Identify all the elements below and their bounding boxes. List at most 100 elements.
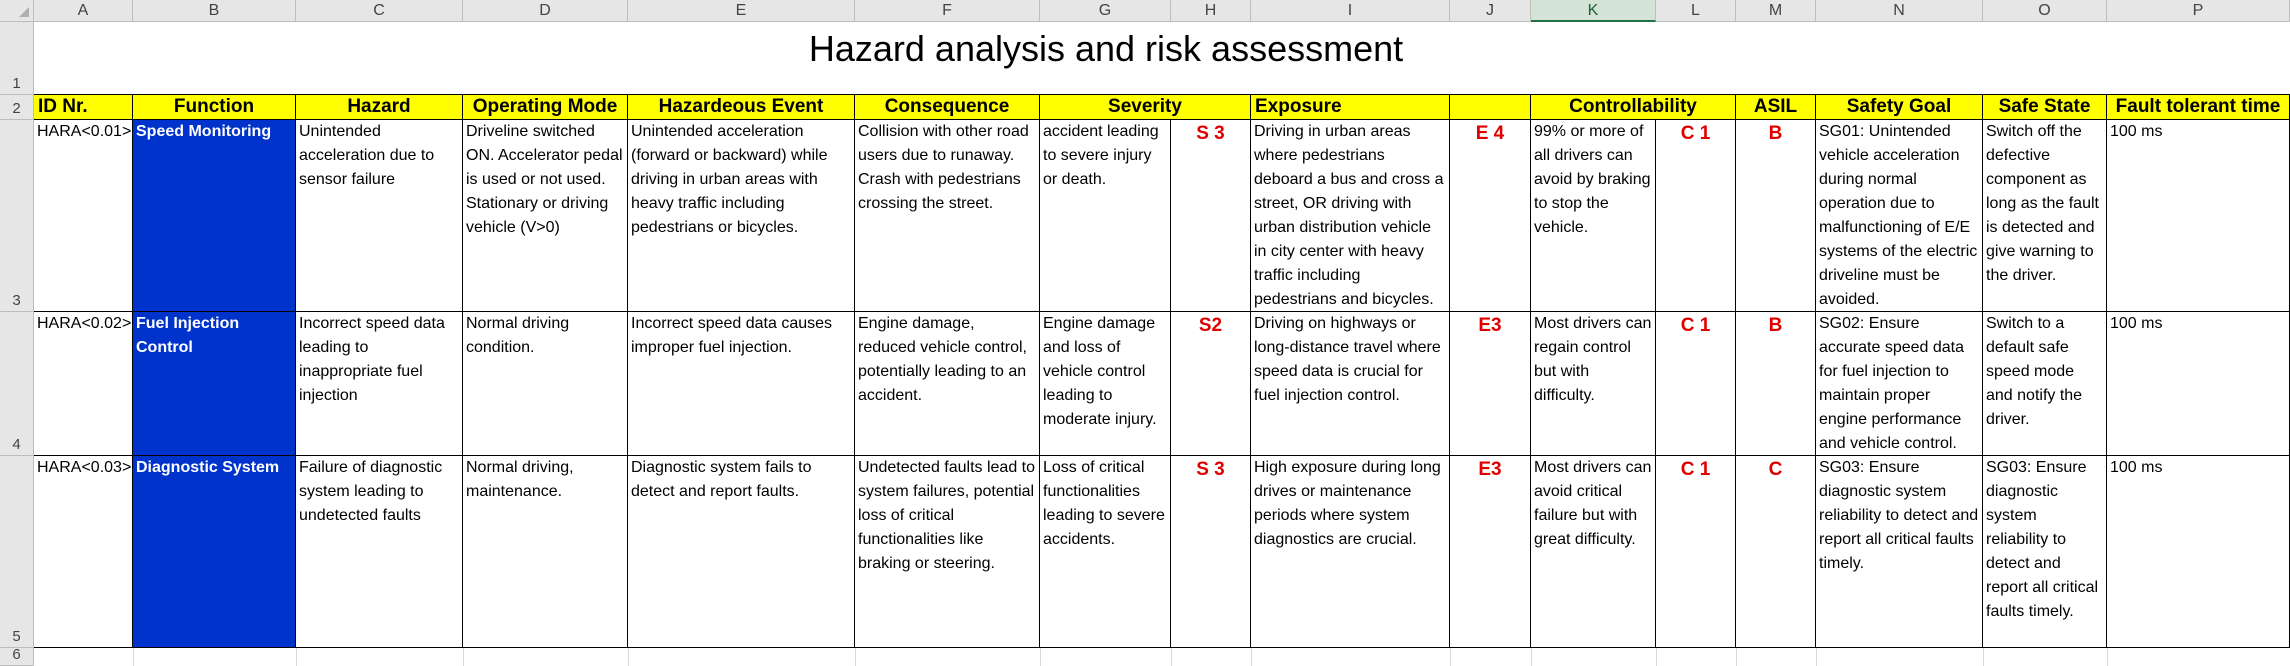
cell-operating-mode[interactable]: Normal driving condition.: [463, 312, 628, 456]
sheet-title: Hazard analysis and risk assessment: [808, 28, 1404, 69]
header-function[interactable]: Function: [133, 95, 296, 120]
cell-operating-mode[interactable]: Normal driving, maintenance.: [463, 456, 628, 648]
gridline: [1040, 648, 1041, 666]
cell-severity-class[interactable]: S 3: [1171, 456, 1251, 648]
row-header-2[interactable]: 2: [0, 95, 34, 120]
cell-safety-goal[interactable]: SG02: Ensure accurate speed data for fue…: [1816, 312, 1983, 456]
row-header-5[interactable]: 5: [0, 456, 34, 648]
title-cell[interactable]: Hazard analysis and risk assessment: [34, 22, 2290, 95]
column-header-a[interactable]: A: [34, 0, 133, 22]
cell-id[interactable]: HARA<0.01>: [34, 120, 133, 312]
column-header-o[interactable]: O: [1983, 0, 2107, 22]
header-consequence[interactable]: Consequence: [855, 95, 1040, 120]
column-header-f[interactable]: F: [855, 0, 1040, 22]
row-header-4[interactable]: 4: [0, 312, 34, 456]
cell-fault-tolerant-time[interactable]: 100 ms: [2107, 456, 2290, 648]
row-header-1[interactable]: 1: [0, 22, 34, 95]
row-number: 3: [12, 292, 21, 309]
cell-exposure-text[interactable]: High exposure during long drives or main…: [1251, 456, 1450, 648]
column-header-l[interactable]: L: [1656, 0, 1736, 22]
cell-exposure-text[interactable]: Driving on highways or long-distance tra…: [1251, 312, 1450, 456]
cell-controllability-class[interactable]: C 1: [1656, 120, 1736, 312]
header-hazard[interactable]: Hazard: [296, 95, 463, 120]
gridline: [1983, 648, 1984, 666]
cell-safe-state[interactable]: SG03: Ensure diagnostic system reliabili…: [1983, 456, 2107, 648]
column-header-i[interactable]: I: [1251, 0, 1450, 22]
header-id[interactable]: ID Nr.: [34, 95, 133, 120]
column-header-k[interactable]: K: [1531, 0, 1656, 22]
cell-hazardous-event[interactable]: Unintended acceleration (forward or back…: [628, 120, 855, 312]
cell-asil[interactable]: B: [1736, 120, 1816, 312]
cell-severity-text[interactable]: accident leading to severe injury or dea…: [1040, 120, 1171, 312]
cell-operating-mode[interactable]: Driveline switched ON. Accelerator pedal…: [463, 120, 628, 312]
gridline: [463, 648, 464, 666]
column-header-p[interactable]: P: [2107, 0, 2290, 22]
column-header-h[interactable]: H: [1171, 0, 1251, 22]
header-safety-goal[interactable]: Safety Goal: [1816, 95, 1983, 120]
cell-hazard[interactable]: Incorrect speed data leading to inapprop…: [296, 312, 463, 456]
cell-controllability-class[interactable]: C 1: [1656, 312, 1736, 456]
gridline: [1656, 648, 1657, 666]
cell-exposure-text[interactable]: Driving in urban areas where pedestrians…: [1251, 120, 1450, 312]
cell-consequence[interactable]: Undetected faults lead to system failure…: [855, 456, 1040, 648]
cell-controllability-text[interactable]: Most drivers can regain control but with…: [1531, 312, 1656, 456]
header-safe-state[interactable]: Safe State: [1983, 95, 2107, 120]
header-hazardous-event[interactable]: Hazardeous Event: [628, 95, 855, 120]
gridline: [855, 648, 856, 666]
column-header-e[interactable]: E: [628, 0, 855, 22]
header-fault-tolerant-time[interactable]: Fault tolerant time: [2107, 95, 2290, 120]
column-header-g[interactable]: G: [1040, 0, 1171, 22]
select-all-corner[interactable]: [0, 0, 34, 22]
cell-function[interactable]: Diagnostic System: [133, 456, 296, 648]
gridline: [1171, 648, 1172, 666]
column-header-j[interactable]: J: [1450, 0, 1531, 22]
cell-consequence[interactable]: Collision with other road users due to r…: [855, 120, 1040, 312]
column-header-n[interactable]: N: [1816, 0, 1983, 22]
cell-consequence[interactable]: Engine damage, reduced vehicle control, …: [855, 312, 1040, 456]
row-header-3[interactable]: 3: [0, 120, 34, 312]
cell-severity-text[interactable]: Loss of critical functionalities leading…: [1040, 456, 1171, 648]
gridline: [133, 648, 134, 666]
cell-controllability-text[interactable]: Most drivers can avoid critical failure …: [1531, 456, 1656, 648]
cell-function[interactable]: Fuel Injection Control: [133, 312, 296, 456]
cell-id[interactable]: HARA<0.02>: [34, 312, 133, 456]
cell-severity-text[interactable]: Engine damage and loss of vehicle contro…: [1040, 312, 1171, 456]
cell-hazard[interactable]: Unintended acceleration due to sensor fa…: [296, 120, 463, 312]
gridline: [1251, 648, 1252, 666]
header-operating-mode[interactable]: Operating Mode: [463, 95, 628, 120]
cell-exposure-class[interactable]: E 4: [1450, 120, 1531, 312]
cell-hazardous-event[interactable]: Diagnostic system fails to detect and re…: [628, 456, 855, 648]
cell-hazard[interactable]: Failure of diagnostic system leading to …: [296, 456, 463, 648]
cell-fault-tolerant-time[interactable]: 100 ms: [2107, 120, 2290, 312]
header-exposure-class[interactable]: [1450, 95, 1531, 120]
cell-safe-state[interactable]: Switch to a default safe speed mode and …: [1983, 312, 2107, 456]
cell-asil[interactable]: B: [1736, 312, 1816, 456]
cell-asil[interactable]: C: [1736, 456, 1816, 648]
header-asil[interactable]: ASIL: [1736, 95, 1816, 120]
cell-hazardous-event[interactable]: Incorrect speed data causes improper fue…: [628, 312, 855, 456]
cell-id[interactable]: HARA<0.03>: [34, 456, 133, 648]
row-header-6[interactable]: 6: [0, 646, 34, 666]
header-controllability[interactable]: Controllability: [1531, 95, 1736, 120]
cell-fault-tolerant-time[interactable]: 100 ms: [2107, 312, 2290, 456]
row-number: 5: [12, 628, 21, 645]
select-all-icon: [19, 7, 29, 17]
row-number: 1: [12, 75, 21, 92]
cell-exposure-class[interactable]: E3: [1450, 312, 1531, 456]
cell-safety-goal[interactable]: SG03: Ensure diagnostic system reliabili…: [1816, 456, 1983, 648]
column-header-c[interactable]: C: [296, 0, 463, 22]
cell-controllability-class[interactable]: C 1: [1656, 456, 1736, 648]
cell-safety-goal[interactable]: SG01: Unintended vehicle acceleration du…: [1816, 120, 1983, 312]
cell-exposure-class[interactable]: E3: [1450, 456, 1531, 648]
column-header-d[interactable]: D: [463, 0, 628, 22]
header-severity[interactable]: Severity: [1040, 95, 1251, 120]
cell-severity-class[interactable]: S2: [1171, 312, 1251, 456]
cell-safe-state[interactable]: Switch off the defective component as lo…: [1983, 120, 2107, 312]
cell-controllability-text[interactable]: 99% or more of all drivers can avoid by …: [1531, 120, 1656, 312]
cell-function[interactable]: Speed Monitoring: [133, 120, 296, 312]
header-exposure[interactable]: Exposure: [1251, 95, 1450, 120]
cell-severity-class[interactable]: S 3: [1171, 120, 1251, 312]
column-header-b[interactable]: B: [133, 0, 296, 22]
gridline: [296, 648, 297, 666]
column-header-m[interactable]: M: [1736, 0, 1816, 22]
